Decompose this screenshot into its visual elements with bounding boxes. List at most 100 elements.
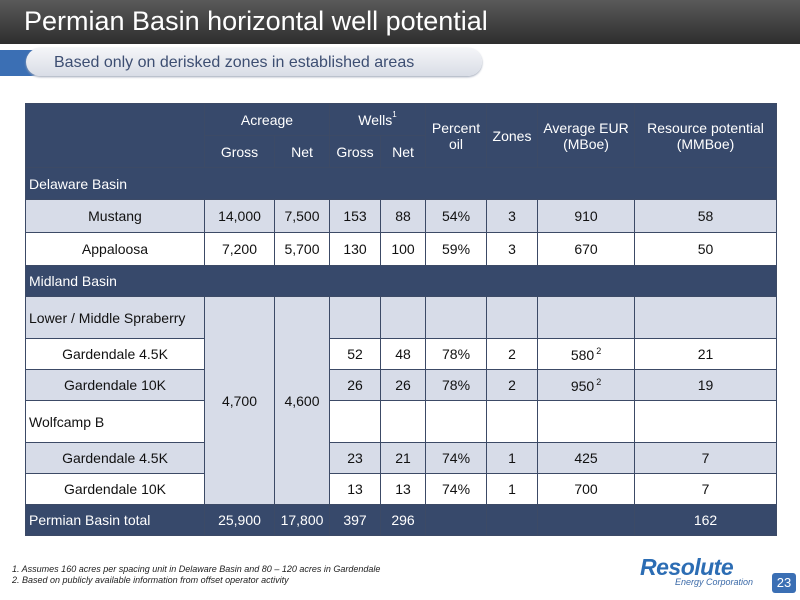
header-wells: Wells1 <box>328 103 427 136</box>
wells-net-cell: 100 <box>379 232 427 266</box>
table-row: Gardendale 4.5K 23 21 74% 1 425 7 <box>25 442 778 474</box>
wells-gross-cell: 26 <box>329 369 381 401</box>
table-row: Mustang 14,000 7,500 153 88 54% 3 910 58 <box>25 199 778 233</box>
header-percent-oil: Percent oil <box>425 103 488 168</box>
total-row: Permian Basin total 25,900 17,800 397 29… <box>25 504 778 536</box>
table-row: Gardendale 4.5K 52 48 78% 2 580 2 21 <box>25 338 778 370</box>
header-acreage: Acreage <box>204 103 330 136</box>
empty-cell <box>379 296 427 339</box>
empty-cell <box>486 504 539 536</box>
header-blank <box>25 103 205 168</box>
acre-gross-cell: 14,000 <box>204 199 275 233</box>
subtitle-bar: Based only on derisked zones in establis… <box>0 44 800 84</box>
row-name: Mustang <box>25 199 205 233</box>
zones-cell: 3 <box>486 232 539 266</box>
table-row: Gardendale 10K 26 26 78% 2 950 2 19 <box>25 369 778 401</box>
wells-gross-cell: 153 <box>329 199 381 233</box>
logo-tagline: Energy Corporation <box>675 577 754 587</box>
wells-gross-cell: 52 <box>329 338 381 370</box>
percent-oil-cell: 74% <box>425 473 488 505</box>
section-row-delaware: Delaware Basin <box>24 167 778 200</box>
eur-cell: 580 2 <box>537 338 636 370</box>
empty-cell <box>425 400 488 443</box>
wells-net-cell: 21 <box>379 442 427 474</box>
eur-cell: 950 2 <box>537 369 636 401</box>
header-eur: Average EUR (MBoe) <box>537 103 636 168</box>
header-wells-gross: Gross <box>329 135 381 168</box>
footnotes: 1. Assumes 160 acres per spacing unit in… <box>12 564 380 586</box>
page-title: Permian Basin horizontal well potential <box>24 6 488 36</box>
row-name: Gardendale 4.5K <box>25 442 205 474</box>
row-name: Appaloosa <box>25 232 205 266</box>
empty-cell <box>486 296 539 339</box>
empty-cell <box>537 504 636 536</box>
row-name: Gardendale 10K <box>25 473 205 505</box>
header-wells-net: Net <box>379 135 427 168</box>
row-name: Gardendale 10K <box>25 369 205 401</box>
row-name: Gardendale 4.5K <box>25 338 205 370</box>
midland-acre-gross-cell: 4,700 <box>204 296 275 505</box>
well-potential-table: Acreage Wells1 Percent oil Zones Average… <box>24 103 778 536</box>
wells-net-cell: 48 <box>379 338 427 370</box>
header-zones: Zones <box>486 103 539 168</box>
eur-footnote: 2 <box>596 376 602 387</box>
zones-cell: 1 <box>486 442 539 474</box>
wells-net-cell: 88 <box>379 199 427 233</box>
empty-cell <box>425 504 488 536</box>
logo-wordmark: Resolute <box>640 554 734 580</box>
total-acre-net: 17,800 <box>274 504 330 536</box>
acre-net-cell: 5,700 <box>274 232 330 266</box>
empty-cell <box>537 296 636 339</box>
section-label-midland: Midland Basin <box>24 265 778 297</box>
footnote-1: 1. Assumes 160 acres per spacing unit in… <box>12 564 381 574</box>
section-row-midland: Midland Basin <box>24 265 778 297</box>
percent-oil-cell: 74% <box>425 442 488 474</box>
page-subtitle: Based only on derisked zones in establis… <box>54 54 415 71</box>
total-acre-gross: 25,900 <box>204 504 275 536</box>
header-wells-footnote: 1 <box>392 109 397 119</box>
table-row: Gardendale 10K 13 13 74% 1 700 7 <box>25 473 778 505</box>
percent-oil-cell: 78% <box>425 369 488 401</box>
page-number: 23 <box>772 573 796 593</box>
subsection-row-wolfcamp: Wolfcamp B <box>25 400 778 443</box>
eur-cell: 425 <box>537 442 636 474</box>
eur-value: 580 <box>570 346 595 363</box>
subsection-label-wolfcamp: Wolfcamp B <box>25 400 205 443</box>
empty-cell <box>425 296 488 339</box>
percent-oil-cell: 54% <box>425 199 488 233</box>
zones-cell: 3 <box>486 199 539 233</box>
subsection-label-spraberry: Lower / Middle Spraberry <box>25 296 205 339</box>
empty-cell <box>537 400 636 443</box>
percent-oil-cell: 59% <box>425 232 488 266</box>
resource-cell: 7 <box>634 473 778 505</box>
footnote-2: 2. Based on publicly available informati… <box>12 575 289 585</box>
empty-cell <box>379 400 427 443</box>
wells-gross-cell: 13 <box>329 473 381 505</box>
zones-cell: 2 <box>486 369 539 401</box>
eur-cell: 910 <box>537 199 636 233</box>
header-row-2: Gross Net Gross Net <box>26 135 777 168</box>
acre-gross-cell: 7,200 <box>204 232 275 266</box>
wells-net-cell: 26 <box>379 369 427 401</box>
empty-cell <box>634 400 778 443</box>
subsection-row-spraberry: Lower / Middle Spraberry 4,700 4,600 <box>25 296 778 505</box>
acre-net-cell: 7,500 <box>274 199 330 233</box>
eur-cell: 700 <box>537 473 636 505</box>
company-logo: Resolute Energy Corporation <box>640 554 766 590</box>
wells-net-cell: 13 <box>379 473 427 505</box>
header-wells-label: Wells <box>358 111 393 128</box>
zones-cell: 1 <box>486 473 539 505</box>
zones-cell: 2 <box>486 338 539 370</box>
header-row-1: Acreage Wells1 Percent oil Zones Average… <box>25 103 778 168</box>
resource-cell: 7 <box>634 442 778 474</box>
total-wells-net: 296 <box>379 504 427 536</box>
empty-cell <box>329 296 381 339</box>
resource-cell: 58 <box>634 199 778 233</box>
table-row: Appaloosa 7,200 5,700 130 100 59% 3 670 … <box>25 232 778 266</box>
wells-gross-cell: 130 <box>329 232 381 266</box>
eur-footnote: 2 <box>596 345 602 356</box>
resource-cell: 19 <box>634 369 778 401</box>
empty-cell <box>486 400 539 443</box>
section-label-delaware: Delaware Basin <box>24 167 778 200</box>
resource-cell: 50 <box>634 232 778 266</box>
